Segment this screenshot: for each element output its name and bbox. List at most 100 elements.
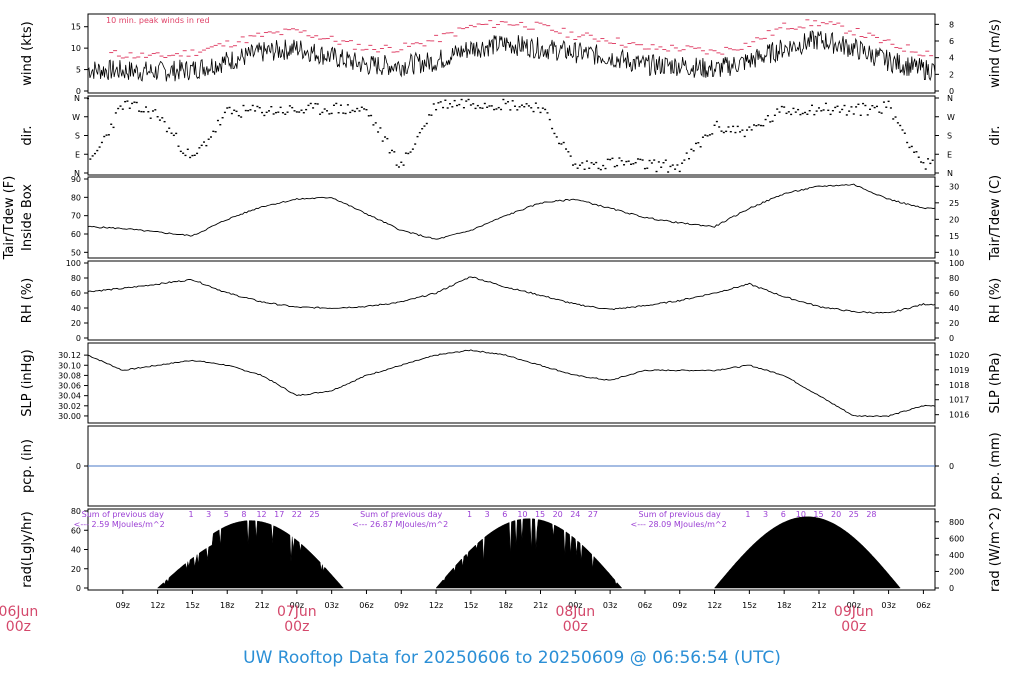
rad-sum-value: <--- 26.87 MJoules/m^2 — [352, 520, 448, 529]
rh-tick-label-left: 40 — [71, 304, 81, 313]
slp-tick-label-right: 1017 — [949, 396, 969, 405]
slp-ylabel-right: SLP (hPa) — [988, 352, 1003, 413]
wind-tick-label-right: 6 — [949, 37, 954, 46]
wind-tick-label-left: 0 — [76, 87, 81, 96]
rh-ylabel-left: RH (%) — [20, 278, 35, 323]
rad-ylabel-left: rad(Lgly/hr) — [20, 511, 35, 587]
rh-tick-label-right: 60 — [949, 289, 959, 298]
temp-tick-label-right: 15 — [949, 232, 959, 241]
rad-tick-label-right: 0 — [949, 584, 954, 593]
rh-line — [87, 276, 936, 314]
rad-hour-label: 10 — [517, 510, 527, 519]
rad-hour-label: 1 — [188, 510, 193, 519]
rad-hour-label: 15 — [813, 510, 823, 519]
rad-hour-label: 3 — [485, 510, 490, 519]
rad-hour-label: 20 — [553, 510, 563, 519]
rad-hour-label: 8 — [241, 510, 246, 519]
rad-hour-label: 1 — [467, 510, 472, 519]
rad-hour-label: 25 — [849, 510, 859, 519]
page-title: UW Rooftop Data for 20250606 to 20250609… — [243, 648, 781, 668]
temp-line — [87, 183, 936, 240]
wind-speed-line — [87, 30, 936, 82]
rad-hour-label: 25 — [309, 510, 319, 519]
pcp-ylabel-left: pcp. (in) — [20, 439, 35, 493]
temp-ylabel-left: Tair/Tdew (F) — [2, 176, 17, 261]
time-tick-label: 06z — [359, 601, 373, 610]
temp-tick-label-left: 60 — [71, 230, 81, 239]
time-tick-label: 18z — [220, 601, 234, 610]
rad-tick-label-right: 800 — [949, 518, 964, 527]
temp-tick-label-left: 70 — [71, 212, 81, 221]
dir-ylabel-left: dir. — [20, 125, 35, 145]
wind-ylabel-left: wind (kts) — [20, 21, 35, 85]
rad-sum-label: Sum of previous day — [360, 510, 442, 519]
pcp-ylabel-right: pcp. (mm) — [988, 432, 1003, 499]
rad-day-area — [713, 516, 901, 589]
rh-tick-label-left: 100 — [66, 259, 81, 268]
rh-tick-label-right: 40 — [949, 304, 959, 313]
time-tick-label: 09z — [673, 601, 687, 610]
rh-tick-label-right: 20 — [949, 319, 959, 328]
time-tick-label: 18z — [777, 601, 791, 610]
slp-tick-label-left: 30.00 — [58, 412, 81, 421]
rh-tick-label-right: 0 — [949, 334, 954, 343]
rad-hour-label: 1 — [745, 510, 750, 519]
rh-tick-label-right: 100 — [949, 259, 964, 268]
rad-hour-label: 5 — [224, 510, 229, 519]
slp-tick-label-left: 30.12 — [58, 351, 81, 360]
dir-tick-label-left: W — [72, 113, 80, 122]
date-sub-label: 00z — [6, 619, 31, 635]
time-tick-label: 21z — [812, 601, 826, 610]
date-label: 06Jun — [0, 604, 38, 620]
temp-tick-label-left: 90 — [71, 175, 81, 184]
wind-tick-label-left: 10 — [71, 44, 81, 53]
date-label: 08Jun — [555, 604, 595, 620]
wind-tick-label-right: 4 — [949, 54, 954, 63]
rh-tick-label-right: 80 — [949, 274, 959, 283]
date-label: 09Jun — [834, 604, 874, 620]
panel-frame-slp — [87, 342, 936, 424]
panel-frame-rh — [87, 260, 936, 341]
rad-hour-label: 3 — [206, 510, 211, 519]
temp-ylabel-left2: Inside Box — [20, 184, 35, 251]
rad-sum-label: Sum of previous day — [82, 510, 164, 519]
rad-sum-value: <--- 28.09 MJoules/m^2 — [631, 520, 727, 529]
rad-tick-label-left: 20 — [71, 565, 81, 574]
time-tick-label: 09z — [116, 601, 130, 610]
rad-tick-label-left: 60 — [71, 526, 81, 535]
slp-tick-label-right: 1016 — [949, 411, 969, 420]
dir-tick-label-left: S — [75, 132, 80, 141]
rad-hour-label: 24 — [570, 510, 580, 519]
time-tick-label: 15z — [742, 601, 756, 610]
temp-tick-label-left: 50 — [71, 248, 81, 257]
rh-tick-label-left: 60 — [71, 289, 81, 298]
slp-ylabel-left: SLP (inHg) — [20, 349, 35, 417]
rh-tick-label-left: 80 — [71, 274, 81, 283]
rad-sum-label: Sum of previous day — [639, 510, 721, 519]
time-tick-label: 21z — [533, 601, 547, 610]
temp-ylabel-right: Tair/Tdew (C) — [988, 175, 1003, 261]
rad-hour-label: 20 — [831, 510, 841, 519]
wind-ylabel-right: wind (m/s) — [988, 19, 1003, 88]
slp-tick-label-left: 30.06 — [58, 382, 81, 391]
time-tick-label: 03z — [603, 601, 617, 610]
panel-frame-dir — [87, 95, 936, 176]
time-tick-label: 06z — [638, 601, 652, 610]
date-sub-label: 00z — [563, 619, 588, 635]
rad-sum-value: <--- 2.59 MJoules/m^2 — [74, 520, 165, 529]
rad-tick-label-right: 600 — [949, 534, 964, 543]
wind-tick-label-right: 0 — [949, 87, 954, 96]
dir-tick-label-right: N — [947, 169, 953, 178]
pcp-tick-label-left: 0 — [76, 462, 81, 471]
date-sub-label: 00z — [284, 619, 309, 635]
rad-hour-label: 27 — [588, 510, 598, 519]
time-tick-label: 15z — [185, 601, 199, 610]
slp-tick-label-right: 1018 — [949, 381, 969, 390]
rad-hour-label: 10 — [796, 510, 806, 519]
slp-tick-label-left: 30.02 — [58, 402, 81, 411]
rad-day-area — [156, 520, 344, 589]
rad-hour-label: 3 — [763, 510, 768, 519]
dir-ylabel-right: dir. — [988, 125, 1003, 145]
time-tick-label: 06z — [916, 601, 930, 610]
